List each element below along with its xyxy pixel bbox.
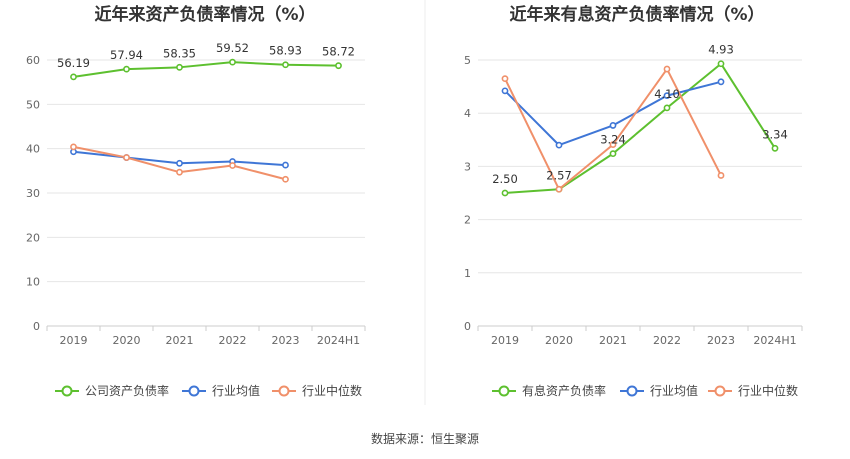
data-point-company (335, 62, 342, 70)
legend-item-industry-avg: 行业均值 (182, 383, 260, 398)
legend-marker (278, 385, 290, 397)
chart-title: 近年来有息资产负债率情况（%） (509, 4, 764, 25)
y-tick-label: 40 (26, 143, 40, 156)
interest-bearing-debt-ratio-chart: 近年来有息资产负债率情况（%） 0 1 2 3 4 5 2019 2020 2021 2022 202… (464, 4, 803, 398)
data-point-company (717, 60, 725, 68)
legend-item-company: 有息资产负债率 (492, 383, 606, 398)
data-label: 58.93 (269, 44, 302, 58)
data-point-company (771, 144, 779, 152)
data-point-industry-median (609, 141, 617, 148)
data-point-company (123, 65, 130, 73)
y-tick-label: 2 (464, 214, 471, 227)
legend-marker (498, 385, 510, 397)
data-point-industry-avg (501, 87, 509, 95)
y-tick-label: 10 (26, 276, 40, 289)
data-label: 58.72 (322, 45, 355, 59)
data-point-company (229, 58, 236, 66)
data-label: 4.10 (654, 87, 680, 101)
data-label: 4.93 (708, 43, 734, 57)
series-line-company (504, 62, 776, 194)
data-point-industry-median (282, 175, 289, 183)
legend-label: 行业中位数 (302, 383, 362, 398)
data-point-industry-median (70, 143, 77, 151)
data-point-industry-avg (663, 92, 671, 100)
legend-marker (626, 385, 638, 397)
data-point-company (609, 150, 617, 158)
legend-item-industry-median: 行业中位数 (272, 383, 362, 398)
legend-marker (61, 385, 73, 397)
data-label: 2.57 (546, 168, 572, 182)
data-label: 59.52 (216, 41, 249, 55)
data-point-industry-avg (176, 159, 183, 167)
data-point-industry-avg (282, 161, 289, 169)
x-tick-label: 2023 (272, 334, 300, 347)
x-tick-label: 2024H1 (317, 334, 360, 347)
legend-label: 行业中位数 (738, 383, 798, 398)
legend-marker (714, 385, 726, 397)
legend-label: 公司资产负债率 (85, 383, 169, 398)
y-tick-label: 60 (26, 54, 40, 67)
x-tick-label: 2022 (219, 334, 247, 347)
series-line-industry-median (504, 68, 722, 191)
data-source: 数据来源：恒生聚源 (371, 431, 479, 446)
data-label: 3.24 (600, 133, 626, 147)
data-point-company (282, 61, 289, 69)
data-point-industry-avg (717, 78, 725, 86)
data-label: 57.94 (110, 48, 143, 62)
data-point-industry-median (229, 162, 236, 169)
y-tick-label: 0 (464, 320, 471, 333)
data-point-industry-median (555, 185, 563, 193)
data-point-industry-median (176, 168, 183, 176)
legend-marker (188, 385, 200, 397)
series-line-company (73, 61, 339, 78)
x-tick-label: 2021 (166, 334, 194, 347)
data-point-company (501, 189, 509, 197)
data-point-industry-median (717, 172, 725, 179)
data-label: 58.35 (163, 46, 196, 60)
chart-title: 近年来资产负债率情况（%） (94, 4, 315, 25)
data-point-company (70, 73, 77, 81)
legend-label: 行业均值 (650, 383, 698, 398)
data-point-industry-median (123, 154, 130, 161)
data-point-industry-median (501, 75, 509, 83)
x-tick-label: 2021 (599, 334, 627, 347)
y-tick-label: 20 (26, 231, 40, 244)
data-point-company (176, 63, 183, 71)
data-label: 56.19 (57, 56, 90, 70)
debt-ratio-chart: 近年来资产负债率情况（%） 0 10 20 30 40 50 60 2019 2020 2021 20… (26, 4, 366, 398)
y-tick-label: 5 (464, 54, 471, 67)
data-label: 3.34 (762, 127, 788, 141)
y-tick-label: 1 (464, 267, 471, 280)
y-tick-label: 30 (26, 187, 40, 200)
legend-label: 有息资产负债率 (522, 383, 606, 398)
y-tick-label: 4 (464, 107, 471, 120)
legend-item-industry-avg: 行业均值 (620, 383, 698, 398)
x-tick-label: 2022 (653, 334, 681, 347)
x-tick-label: 2020 (113, 334, 141, 347)
data-point-industry-avg (555, 141, 563, 149)
legend-label: 行业均值 (212, 383, 260, 398)
x-tick-label: 2019 (60, 334, 88, 347)
data-point-industry-median (663, 65, 671, 73)
x-tick-label: 2019 (491, 334, 519, 347)
data-point-company (663, 104, 671, 112)
data-point-industry-avg (609, 122, 617, 129)
legend-item-company: 公司资产负债率 (55, 383, 169, 398)
y-tick-label: 0 (33, 320, 40, 333)
x-tick-label: 2024H1 (753, 334, 796, 347)
legend-item-industry-median: 行业中位数 (708, 383, 798, 398)
data-label: 2.50 (492, 172, 518, 186)
x-tick-label: 2023 (707, 334, 735, 347)
y-tick-label: 50 (26, 98, 40, 111)
y-tick-label: 3 (464, 160, 471, 173)
x-tick-label: 2020 (545, 334, 573, 347)
